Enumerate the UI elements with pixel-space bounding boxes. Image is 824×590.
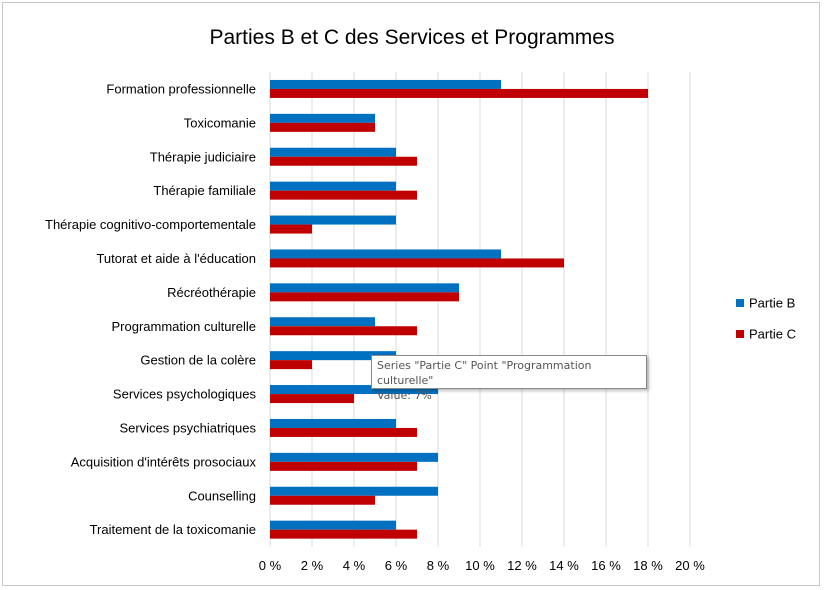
category-label: Formation professionnelle xyxy=(106,81,256,96)
bar-partie-b[interactable] xyxy=(270,283,459,293)
legend: Partie B Partie C xyxy=(736,296,796,342)
chart-title: Parties B et C des Services et Programme… xyxy=(210,26,615,49)
x-tick-label: 6 % xyxy=(385,558,408,573)
bar-partie-b[interactable] xyxy=(270,249,501,259)
bar-partie-b[interactable] xyxy=(270,147,396,157)
x-tick-label: 20 % xyxy=(675,558,705,573)
bar-partie-b[interactable] xyxy=(270,113,375,123)
bar-partie-c[interactable] xyxy=(270,495,375,505)
legend-swatch xyxy=(736,299,744,307)
category-label: Thérapie judiciaire xyxy=(150,149,256,164)
category-label: Thérapie familiale xyxy=(153,183,256,198)
x-tick-label: 14 % xyxy=(549,558,579,573)
x-tick-label: 10 % xyxy=(465,558,495,573)
bar-partie-b[interactable] xyxy=(270,79,501,89)
bar-partie-c[interactable] xyxy=(270,394,354,404)
bar-partie-b[interactable] xyxy=(270,520,396,530)
bar-partie-c[interactable] xyxy=(270,190,417,200)
gridlines xyxy=(269,72,691,547)
legend-label: Partie B xyxy=(749,296,795,311)
x-tick-label: 0 % xyxy=(259,558,282,573)
category-label: Traitement de la toxicomanie xyxy=(90,522,256,537)
x-tick-label: 18 % xyxy=(633,558,663,573)
bar-partie-b[interactable] xyxy=(270,486,438,496)
tooltip-series-point: Series "Partie C" Point "Programmation c… xyxy=(377,359,592,387)
bar-partie-c[interactable] xyxy=(270,461,417,471)
bar-partie-c[interactable] xyxy=(270,529,417,539)
legend-label: Partie C xyxy=(749,327,796,342)
x-tick-label: 4 % xyxy=(343,558,366,573)
x-tick-labels: 0 % 2 % 4 % 6 % 8 % 10 % 12 % 14 % 16 % 18 % 20 % xyxy=(259,558,705,573)
tooltip-value: Value: 7% xyxy=(377,389,432,402)
category-label: Récréothérapie xyxy=(167,285,256,300)
x-tick-label: 16 % xyxy=(591,558,621,573)
bar-partie-c[interactable] xyxy=(270,224,312,234)
bar-partie-c[interactable] xyxy=(270,360,312,370)
bar-partie-c[interactable] xyxy=(270,258,564,268)
bar-partie-c[interactable] xyxy=(270,427,417,437)
category-label: Tutorat et aide à l'éducation xyxy=(96,251,256,266)
x-tick-label: 8 % xyxy=(427,558,450,573)
category-label: Services psychologiques xyxy=(113,387,257,402)
bar-partie-b[interactable] xyxy=(270,385,438,395)
bar-partie-c[interactable] xyxy=(270,88,648,98)
category-label: Thérapie cognitivo-comportementale xyxy=(45,217,256,232)
bar-partie-b[interactable] xyxy=(270,418,396,428)
bar-partie-b[interactable] xyxy=(270,351,396,361)
bar-partie-b[interactable] xyxy=(270,317,375,327)
bar-partie-c[interactable] xyxy=(270,122,375,132)
category-label: Gestion de la colère xyxy=(140,353,256,368)
bar-partie-c[interactable] xyxy=(270,326,417,336)
bar-partie-b[interactable] xyxy=(270,452,438,462)
bar-partie-b[interactable] xyxy=(270,215,396,225)
category-labels: Formation professionnelle Toxicomanie Thér… xyxy=(45,81,256,537)
bar-partie-c[interactable] xyxy=(270,156,417,166)
category-label: Services psychiatriques xyxy=(119,420,256,435)
category-label: Acquisition d'intérêts prosociaux xyxy=(71,454,257,469)
legend-swatch xyxy=(736,330,744,338)
bars[interactable] xyxy=(270,79,648,539)
bar-partie-b[interactable] xyxy=(270,181,396,191)
x-tick-label: 12 % xyxy=(507,558,537,573)
data-tooltip: Series "Partie C" Point "Programmation c… xyxy=(371,355,647,402)
bar-partie-c[interactable] xyxy=(270,292,459,302)
category-label: Counselling xyxy=(188,488,256,503)
category-label: Toxicomanie xyxy=(184,115,256,130)
x-tick-label: 2 % xyxy=(301,558,324,573)
category-label: Programmation culturelle xyxy=(111,319,256,334)
